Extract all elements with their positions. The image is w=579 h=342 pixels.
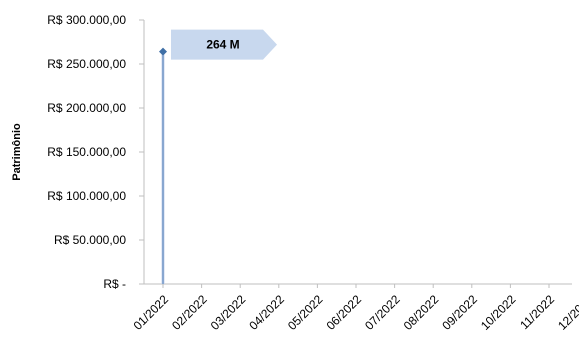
y-tick-label: R$ 100.000,00 [47,189,126,203]
y-tick-label: R$ 300.000,00 [47,13,126,27]
x-tick-label: 11/2022 [517,292,557,332]
x-tick-label: 10/2022 [478,292,519,333]
y-axis-ticks: R$ - R$ 50.000,00 R$ 100.000,00 R$ 150.000,… [47,13,144,291]
y-tick-label: R$ 250.000,00 [47,57,126,71]
x-tick-label: 07/2022 [362,292,403,333]
x-tick-label: 06/2022 [324,292,365,333]
y-tick-label: R$ 200.000,00 [47,101,126,115]
x-tick-label: 03/2022 [208,292,249,333]
y-tick-label: R$ 150.000,00 [47,145,126,159]
callout-shape [171,29,277,60]
value-callout: 264 M [171,29,277,60]
y-tick-label: R$ - [103,277,126,291]
y-axis-label: Patrimônio [11,123,23,181]
series-layer [159,47,167,285]
x-tick-label: 05/2022 [285,292,326,333]
x-tick-label: 04/2022 [246,292,287,333]
callout-label: 264 M [206,38,239,52]
x-tick-label: 09/2022 [439,292,480,333]
data-point-marker [159,47,167,56]
x-tick-label: 12/2022 [555,292,579,333]
y-tick-label: R$ 50.000,00 [54,233,126,247]
x-axis-ticks: 01/202202/202203/202204/202205/202206/20… [131,284,579,333]
x-tick-label: 02/2022 [169,292,210,333]
x-tick-label: 01/2022 [131,292,172,333]
x-tick-label: 08/2022 [401,292,442,333]
